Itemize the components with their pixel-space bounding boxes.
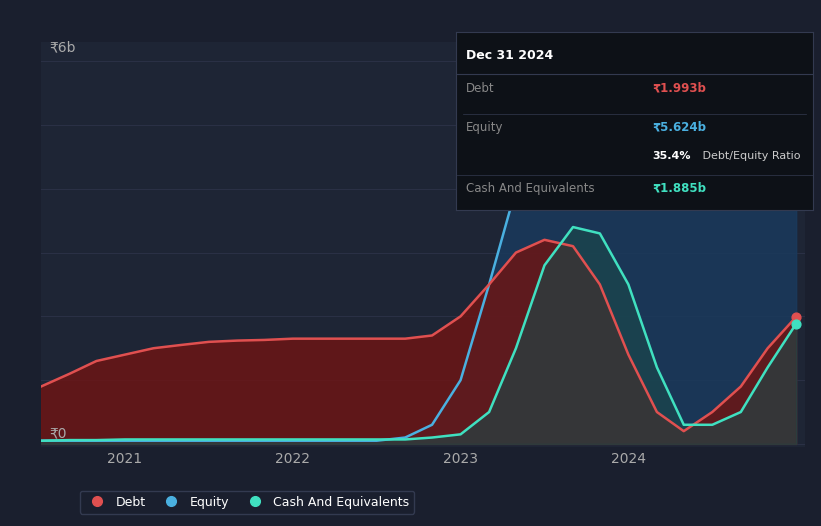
Text: ₹1.993b: ₹1.993b [652,82,706,95]
Text: 35.4%: 35.4% [652,151,690,161]
Text: Dec 31 2024: Dec 31 2024 [466,49,553,63]
Text: Cash And Equivalents: Cash And Equivalents [466,182,595,195]
Text: ₹1.885b: ₹1.885b [652,182,706,195]
Text: ₹5.624b: ₹5.624b [652,121,706,134]
Text: Equity: Equity [466,121,504,134]
Point [790,312,803,321]
Text: Debt/Equity Ratio: Debt/Equity Ratio [699,151,800,161]
Legend: Debt, Equity, Cash And Equivalents: Debt, Equity, Cash And Equivalents [80,491,415,514]
Text: Debt: Debt [466,82,495,95]
Text: ₹6b: ₹6b [49,41,76,55]
Point [790,319,803,328]
Point [790,81,803,89]
Text: ₹0: ₹0 [49,427,67,441]
